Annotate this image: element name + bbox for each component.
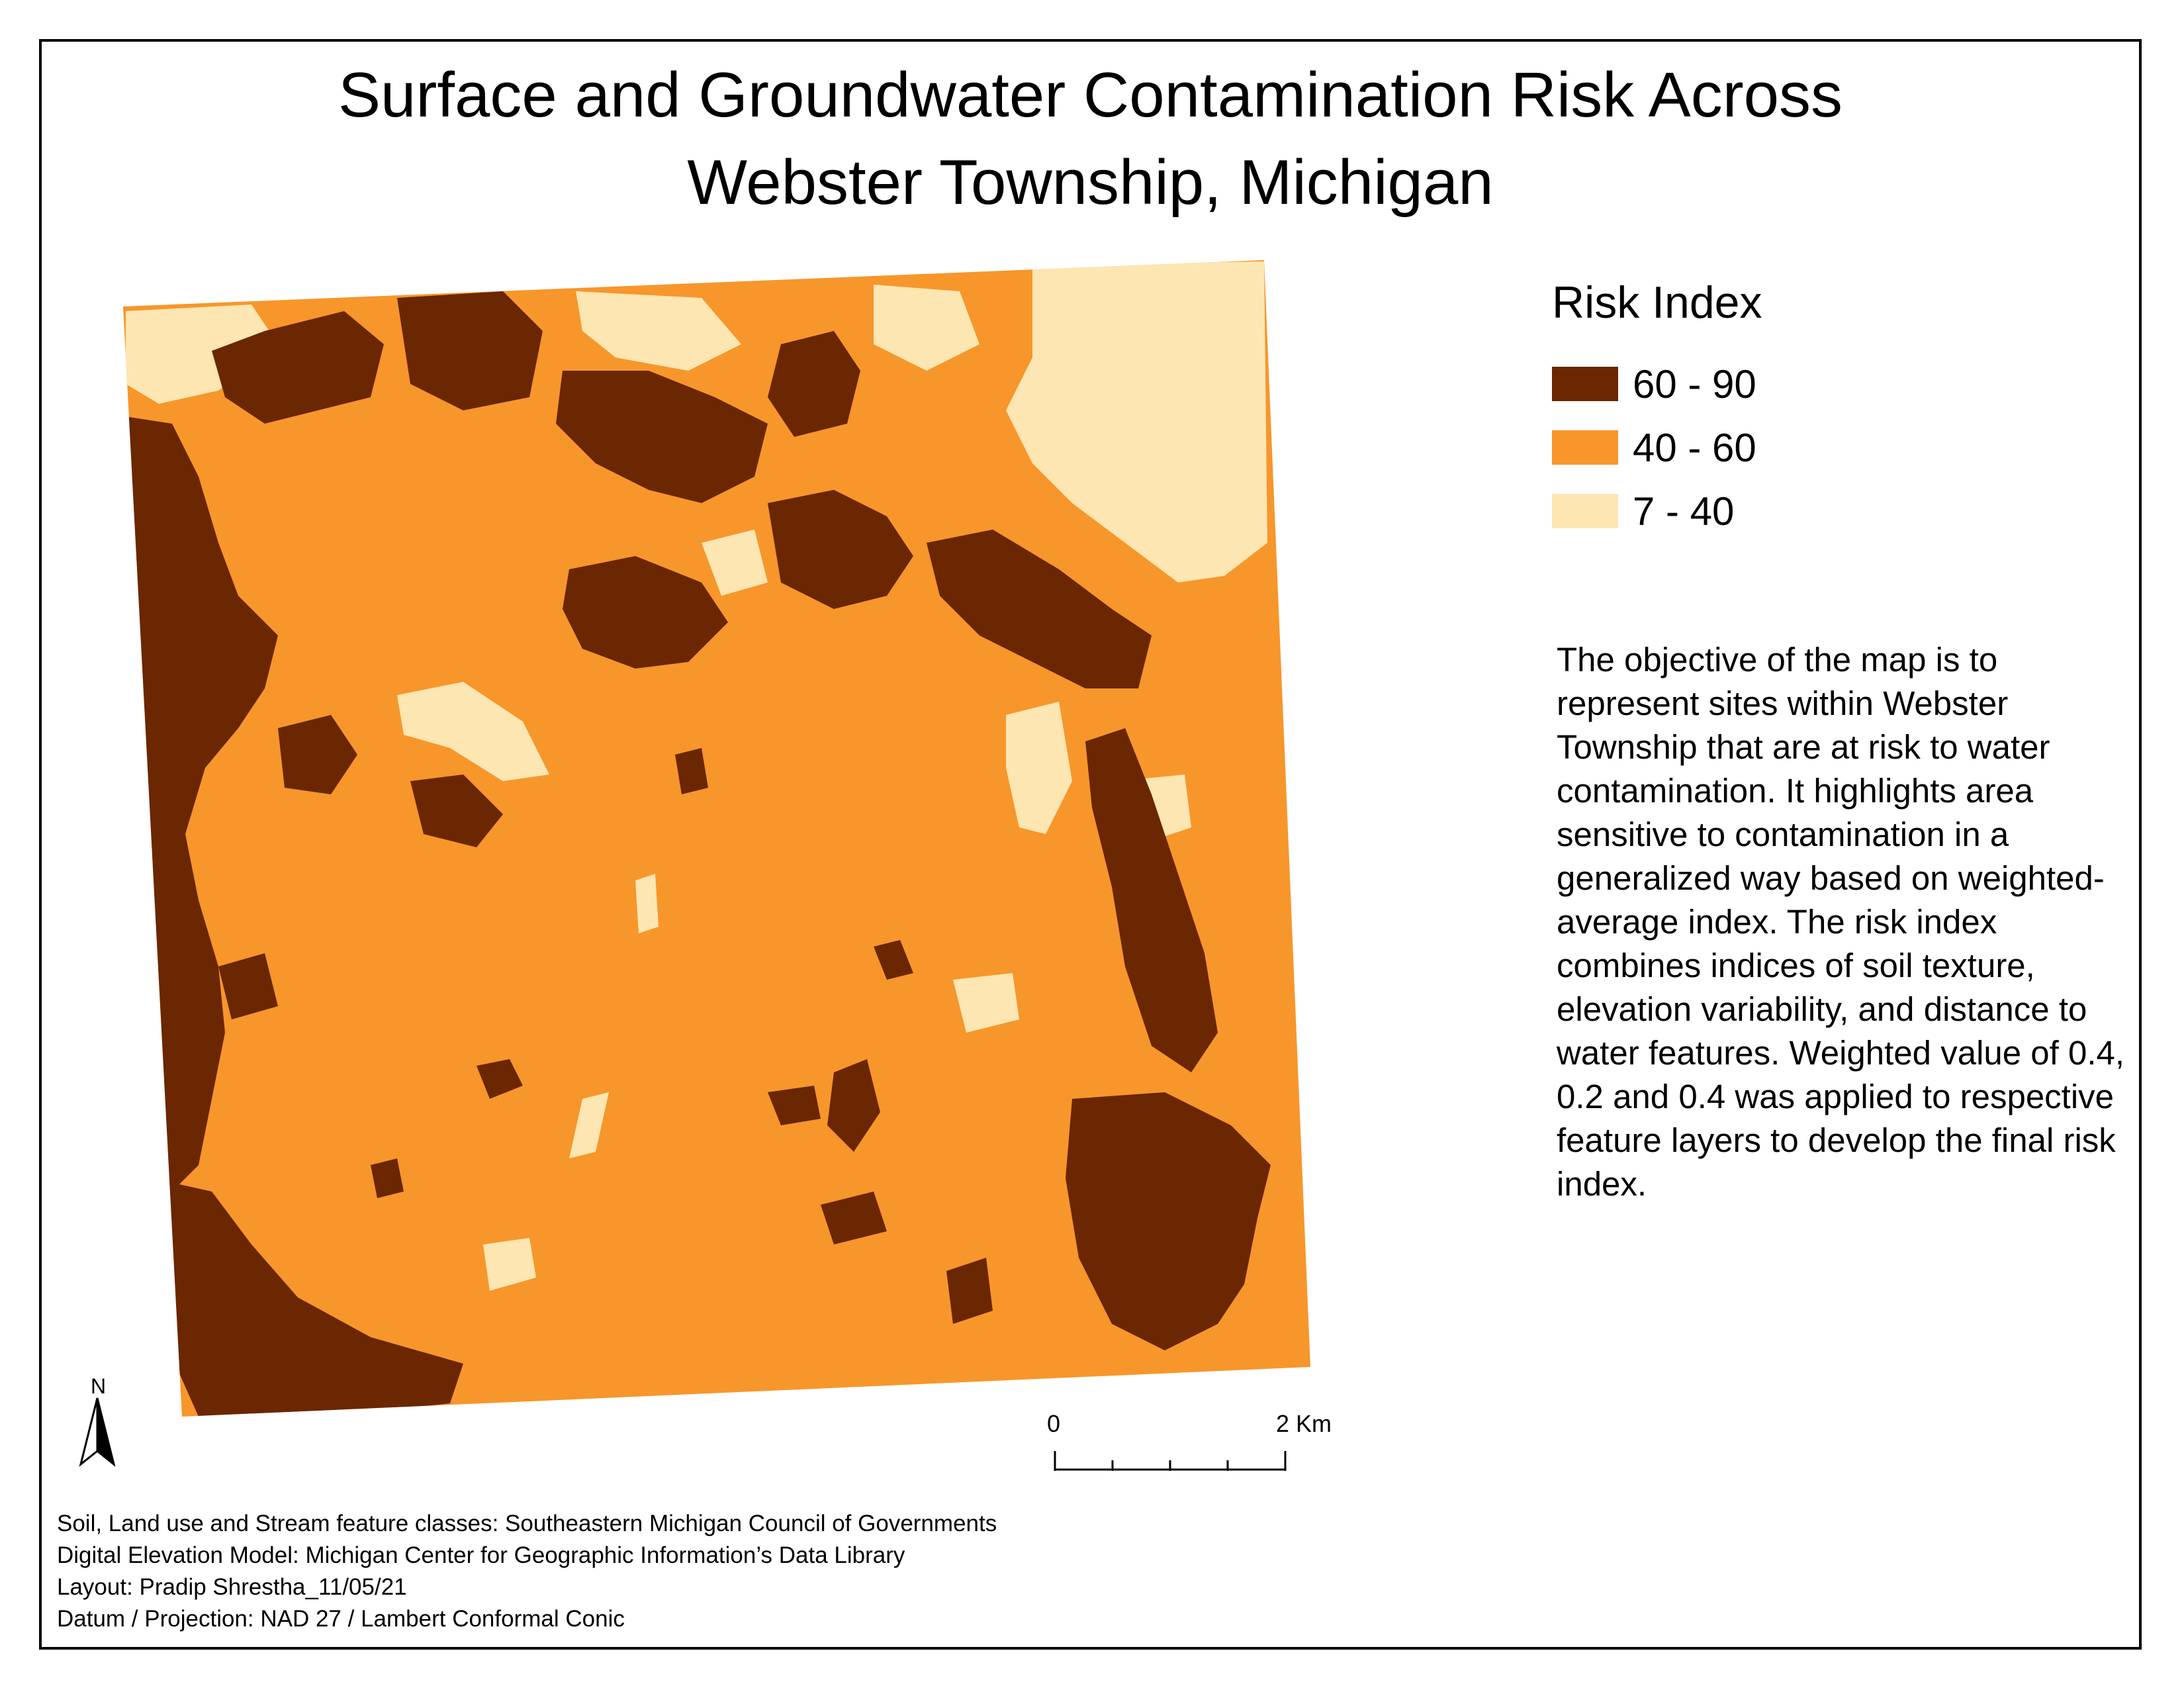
map-credits: Soil, Land use and Stream feature classe… [57,1508,997,1635]
map-objective-text: The objective of the map is to represent… [1557,641,2125,1203]
north-arrow-icon [79,1397,116,1467]
legend-swatch-low [1552,494,1618,528]
credit-line-sources-2: Digital Elevation Model: Michigan Center… [57,1542,905,1568]
legend-item-medium: 40 - 60 [1552,416,1762,479]
scale-bar [1054,1451,1287,1471]
title-line-2: Webster Township, Michigan [687,147,1494,218]
north-label: N [91,1374,107,1398]
map-frame [39,39,2142,1650]
credit-line-datum: Datum / Projection: NAD 27 / Lambert Con… [57,1606,625,1632]
legend-swatch-medium [1552,430,1618,465]
title-line-1: Surface and Groundwater Contamination Ri… [338,60,1843,130]
legend-swatch-high [1552,367,1618,401]
legend-item-high: 60 - 90 [1552,352,1762,416]
legend-label-high: 60 - 90 [1633,361,1756,406]
low-risk-areas [126,261,1267,1291]
map-title: Surface and Groundwater Contamination Ri… [39,52,2142,226]
legend-item-low: 7 - 40 [1552,479,1762,543]
credit-line-sources-1: Soil, Land use and Stream feature classe… [57,1511,997,1536]
scale-start-label: 0 [1047,1410,1061,1437]
legend-label-low: 7 - 40 [1633,489,1735,534]
legend-title: Risk Index [1552,277,1762,328]
scale-end-label: 2 Km [1276,1410,1332,1437]
high-risk-areas [129,291,1271,1417]
legend-label-medium: 40 - 60 [1633,425,1756,470]
credit-line-layout: Layout: Pradip Shrestha_11/05/21 [57,1574,407,1600]
legend: Risk Index 60 - 90 40 - 60 7 - 40 [1552,277,1762,543]
